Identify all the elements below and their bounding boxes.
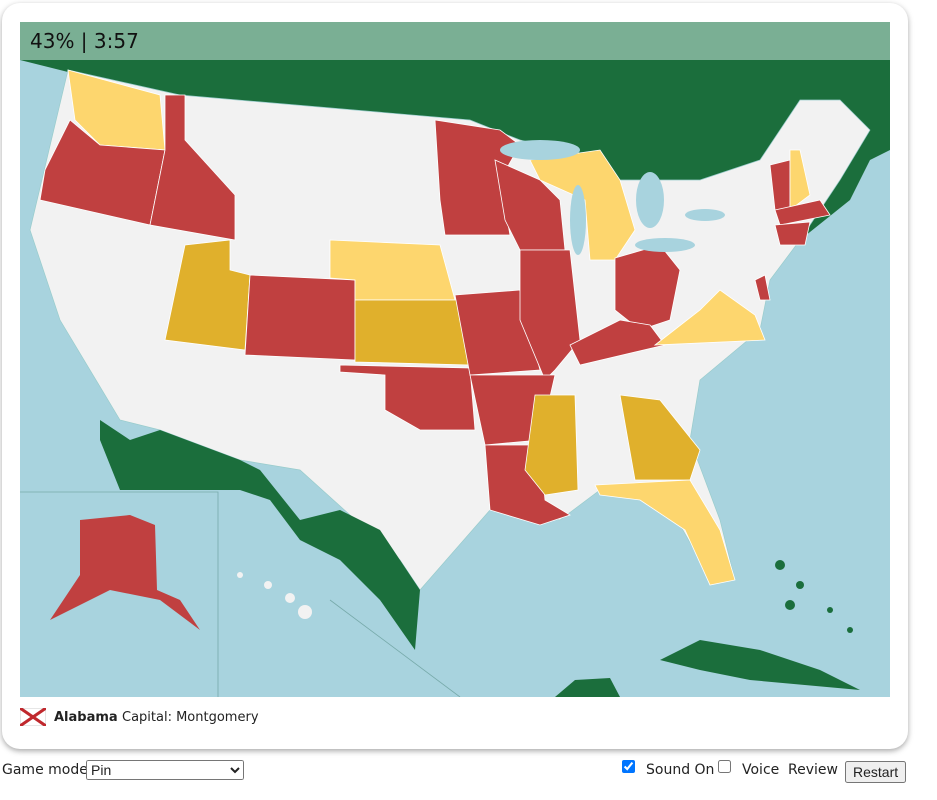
map[interactable] — [20, 22, 890, 697]
game-mode-select[interactable]: Pin — [86, 760, 244, 780]
voice-checkbox[interactable] — [718, 760, 731, 773]
game-mode-label: Game mode: — [2, 762, 93, 778]
restart-button[interactable]: Restart — [845, 761, 907, 783]
review-link[interactable]: Review — [788, 762, 838, 778]
flag — [20, 708, 46, 726]
state-name: Alabama — [54, 710, 118, 725]
sound-checkbox[interactable] — [622, 760, 635, 773]
voice-label: Voice — [742, 762, 780, 778]
hud-bar: 43% | 3:57 — [20, 22, 890, 60]
sound-label: Sound On — [646, 762, 715, 778]
score-time: 43% | 3:57 — [30, 29, 139, 53]
capital: Capital: Montgomery — [122, 710, 259, 725]
